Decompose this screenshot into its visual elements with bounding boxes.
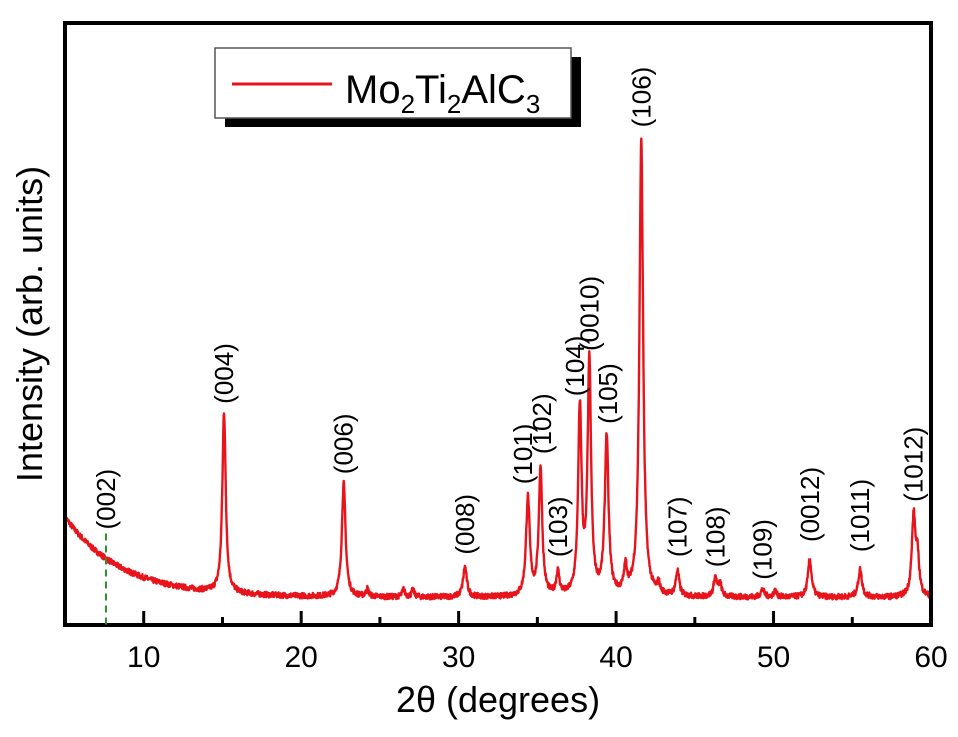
- peak-label: (104): [560, 336, 590, 397]
- peak-label: (106): [626, 67, 656, 128]
- x-tick-label: 30: [442, 641, 475, 674]
- peak-label: (1012): [899, 427, 929, 502]
- peak-label: (004): [209, 343, 239, 404]
- peak-annotations: (002) (004) (006) (008) (101)(102) (103) (104)…: [91, 67, 929, 625]
- legend-label: Mo2Ti2AlC3: [345, 68, 540, 119]
- plot-area: [63, 137, 932, 601]
- x-axis-tick-labels: 10 20 30 40 50 60: [127, 641, 948, 674]
- peak-label: (0012): [795, 467, 825, 542]
- x-tick-label: 20: [284, 641, 317, 674]
- peak-label: (108): [700, 506, 730, 567]
- legend: Mo2Ti2AlC3: [214, 47, 581, 127]
- y-axis-label: Intensity (arb. units): [9, 166, 50, 482]
- series-line-mo2ti2alc3: [63, 137, 932, 601]
- peak-label: (105): [593, 363, 623, 424]
- peak-label: (101): [508, 424, 538, 485]
- peak-label: (103): [543, 496, 573, 557]
- x-tick-label: 40: [599, 641, 632, 674]
- peak-label: (002): [91, 469, 121, 530]
- peak-label: (008): [450, 494, 480, 555]
- x-axis-label: 2θ (degrees): [396, 679, 600, 720]
- peak-label: (1011): [845, 479, 875, 552]
- plot-frame: [63, 21, 933, 627]
- peak-label: (107): [662, 496, 692, 557]
- peak-label: (109): [748, 519, 778, 580]
- x-tick-label: 60: [914, 641, 947, 674]
- x-axis-ticks: [142, 611, 854, 625]
- peak-label: (0010): [574, 276, 604, 351]
- x-tick-label: 50: [757, 641, 790, 674]
- peak-label: (102): [527, 393, 557, 454]
- x-tick-label: 10: [127, 641, 160, 674]
- peak-label: (006): [329, 413, 359, 474]
